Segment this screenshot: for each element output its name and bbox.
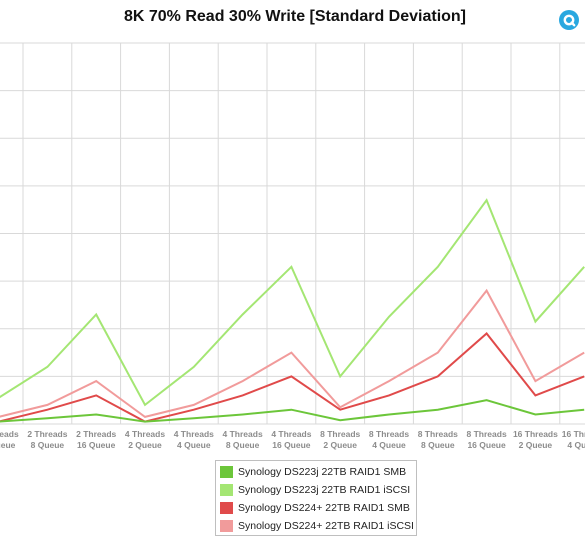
chart-title: 8K 70% Read 30% Write [Standard Deviatio… bbox=[123, 8, 467, 25]
legend-swatch bbox=[220, 484, 233, 496]
x-tick-label: 8 Threads bbox=[369, 429, 409, 439]
series-line[interactable] bbox=[0, 332, 585, 423]
x-tick-label: 4 Threads bbox=[271, 429, 311, 439]
x-tick-label: 16 Queue bbox=[467, 440, 506, 450]
x-tick-label: 8 Queue bbox=[226, 440, 260, 450]
legend: Synology DS223j 22TB RAID1 SMB Synology D… bbox=[215, 460, 417, 536]
legend-item[interactable]: Synology DS224+ 22TB RAID1 SMB bbox=[220, 499, 416, 517]
x-tick-label: 4 Threads bbox=[223, 429, 263, 439]
x-tick-label: 16 Queue bbox=[272, 440, 311, 450]
legend-item[interactable]: Synology DS223j 22TB RAID1 SMB bbox=[220, 463, 416, 481]
series-line[interactable] bbox=[0, 399, 585, 423]
series-line[interactable] bbox=[0, 288, 585, 418]
legend-swatch bbox=[220, 466, 233, 478]
x-tick-label: 8 Queue bbox=[421, 440, 455, 450]
x-tick-label: 4 Queue bbox=[372, 440, 406, 450]
legend-label: Synology DS223j 22TB RAID1 SMB bbox=[238, 466, 407, 478]
legend-swatch bbox=[220, 502, 233, 514]
chart-menu-button[interactable] bbox=[558, 9, 580, 31]
x-tick-label: 1 Threads bbox=[0, 429, 19, 439]
x-tick-label: 2 Queue bbox=[128, 440, 162, 450]
x-tick-label: 4 Threads bbox=[174, 429, 214, 439]
x-tick-label: 4 Threads bbox=[125, 429, 165, 439]
x-tick-label: 2 Queue bbox=[323, 440, 357, 450]
x-tick-label: 16 Threads bbox=[562, 429, 585, 439]
series-line[interactable] bbox=[0, 198, 585, 407]
x-tick-label: 16 Queue bbox=[77, 440, 116, 450]
x-tick-label: 4 Queue bbox=[567, 440, 585, 450]
chart-menu-icon bbox=[559, 10, 579, 30]
x-tick-label: 1 Queue bbox=[0, 440, 16, 450]
legend-label: Synology DS223j 22TB RAID1 iSCSI bbox=[238, 484, 411, 496]
x-tick-label: 8 Threads bbox=[418, 429, 458, 439]
legend-swatch bbox=[220, 520, 233, 532]
x-tick-label: 2 Queue bbox=[519, 440, 553, 450]
x-tick-label: 8 Queue bbox=[31, 440, 65, 450]
x-tick-label: 2 Threads bbox=[27, 429, 67, 439]
x-tick-label: 4 Queue bbox=[177, 440, 211, 450]
x-tick-label: 2 Threads bbox=[76, 429, 116, 439]
x-tick-label: 8 Threads bbox=[320, 429, 360, 439]
legend-label: Synology DS224+ 22TB RAID1 iSCSI bbox=[238, 520, 414, 532]
x-tick-label: 16 Threads bbox=[513, 429, 558, 439]
x-tick-label: 8 Threads bbox=[467, 429, 507, 439]
legend-item[interactable]: Synology DS224+ 22TB RAID1 iSCSI bbox=[220, 517, 416, 535]
legend-item[interactable]: Synology DS223j 22TB RAID1 iSCSI bbox=[220, 481, 416, 499]
legend-label: Synology DS224+ 22TB RAID1 SMB bbox=[238, 502, 410, 514]
